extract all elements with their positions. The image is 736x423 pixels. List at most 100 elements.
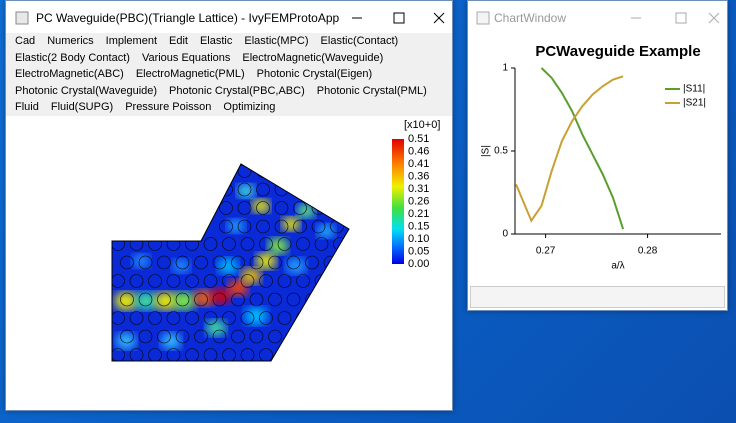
menu-row: Photonic Crystal(Waveguide) Photonic Crys… (14, 85, 428, 97)
menu-item[interactable]: ElectroMagnetic(Waveguide) (242, 51, 384, 64)
field-spot (281, 217, 301, 231)
field-spot (171, 259, 191, 273)
rod (240, 311, 255, 325)
app-icon (476, 11, 490, 25)
rod (129, 311, 144, 325)
rod (293, 164, 307, 178)
rod (323, 329, 338, 344)
rod (148, 348, 162, 361)
rod (296, 311, 310, 325)
window-title: PC Waveguide(PBC)(Triangle Lattice) - Iv… (36, 11, 340, 25)
rod (342, 329, 349, 344)
rod (330, 182, 344, 197)
rod (203, 237, 218, 251)
field-spot (240, 268, 262, 284)
menu-item[interactable]: Photonic Crystal(Waveguide) (15, 84, 158, 97)
field-spot (134, 292, 158, 310)
rod (129, 274, 144, 288)
rod (112, 274, 125, 288)
rod (148, 311, 162, 325)
menu-item[interactable]: Fluid (15, 101, 39, 113)
menu-item[interactable]: Elastic(2 Body Contact) (15, 51, 130, 64)
app-icon (15, 11, 29, 25)
rod (256, 201, 270, 215)
menu-item[interactable]: ElectroMagnetic(PML) (135, 68, 245, 80)
colorbar-label: 0.10 (408, 233, 429, 245)
rod (286, 255, 301, 270)
menu-item[interactable]: Elastic(Contact) (320, 35, 399, 47)
colorbar-label: 0.46 (408, 145, 429, 157)
rod (138, 292, 153, 307)
rod (240, 274, 255, 288)
field-spot (172, 292, 196, 310)
menu-item[interactable]: Photonic Crystal(Eigen) (256, 68, 373, 80)
rod (293, 219, 307, 234)
rod (120, 255, 134, 270)
rod (342, 292, 349, 307)
field-spot (255, 253, 277, 269)
menu-item[interactable]: Various Equations (141, 51, 231, 64)
field-spot (154, 292, 178, 310)
rod (296, 274, 310, 288)
menu-item[interactable]: Numerics (47, 35, 94, 47)
rod (268, 255, 282, 270)
field-spot (244, 307, 268, 325)
menu-item[interactable]: Elastic(MPC) (244, 35, 309, 47)
rod (348, 201, 349, 215)
window-controls[interactable] (617, 1, 727, 33)
rod (219, 219, 233, 234)
rod (231, 329, 245, 344)
menu-item[interactable]: Edit (169, 35, 188, 47)
rod (296, 348, 310, 361)
rod (311, 164, 326, 178)
colorbar (392, 139, 404, 264)
rod (175, 292, 190, 307)
rod (286, 292, 301, 307)
rod (259, 348, 273, 361)
rod (249, 255, 264, 270)
rod (348, 182, 349, 197)
menu-item[interactable]: Implement (105, 35, 157, 47)
rod (293, 182, 307, 197)
main-window: PC Waveguide(PBC)(Triangle Lattice) - Iv… (5, 0, 453, 411)
rod (194, 292, 208, 307)
menu-item[interactable]: Elastic (199, 35, 233, 47)
window-controls[interactable] (342, 1, 452, 33)
field-spot (227, 280, 249, 296)
rod (305, 329, 319, 344)
rod (222, 274, 236, 288)
colorbar-label: 0.26 (408, 195, 429, 207)
rod (259, 274, 273, 288)
field-spot (285, 258, 307, 274)
menu-item[interactable]: Optimizing (223, 101, 276, 113)
rod (231, 292, 245, 307)
menu-item[interactable]: Pressure Poisson (125, 101, 212, 113)
rod (194, 329, 208, 344)
rod (129, 348, 144, 361)
menu-item[interactable]: Photonic Crystal(PML) (316, 84, 427, 97)
rod (323, 292, 338, 307)
rod (212, 292, 227, 307)
colorbar-label: 0.15 (408, 220, 429, 232)
colorbar-label: 0.36 (408, 170, 429, 182)
rod (120, 292, 134, 307)
rod (249, 292, 264, 307)
menu-row: Fluid Fluid(SUPG) Pressure Poisson Optimizi… (14, 101, 276, 113)
window-title: ChartWindow (494, 11, 567, 25)
rod (222, 237, 236, 251)
rod (311, 182, 326, 197)
rod (166, 274, 181, 288)
rod (268, 292, 282, 307)
menu-item[interactable]: ElectroMagnetic(ABC) (15, 68, 124, 80)
title-bar: PC Waveguide(PBC)(Triangle Lattice) - Iv… (6, 1, 452, 33)
rod (237, 182, 252, 197)
rod (314, 237, 329, 251)
field-view: [x10+0] 0.510.460.410.360.310.260.210.15… (111, 119, 440, 362)
rod (348, 219, 349, 234)
menu-item[interactable]: Fluid(SUPG) (50, 101, 114, 113)
menu-item[interactable]: Cad (15, 35, 36, 47)
colorbar-label: 0.05 (408, 245, 429, 257)
menu-item[interactable]: Photonic Crystal(PBC,ABC) (169, 84, 305, 97)
rod (296, 237, 310, 251)
